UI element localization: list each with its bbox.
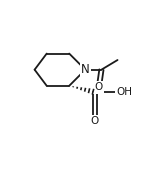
Text: O: O — [91, 116, 99, 126]
Text: OH: OH — [116, 87, 132, 97]
Text: O: O — [94, 82, 102, 92]
Text: N: N — [81, 63, 90, 76]
